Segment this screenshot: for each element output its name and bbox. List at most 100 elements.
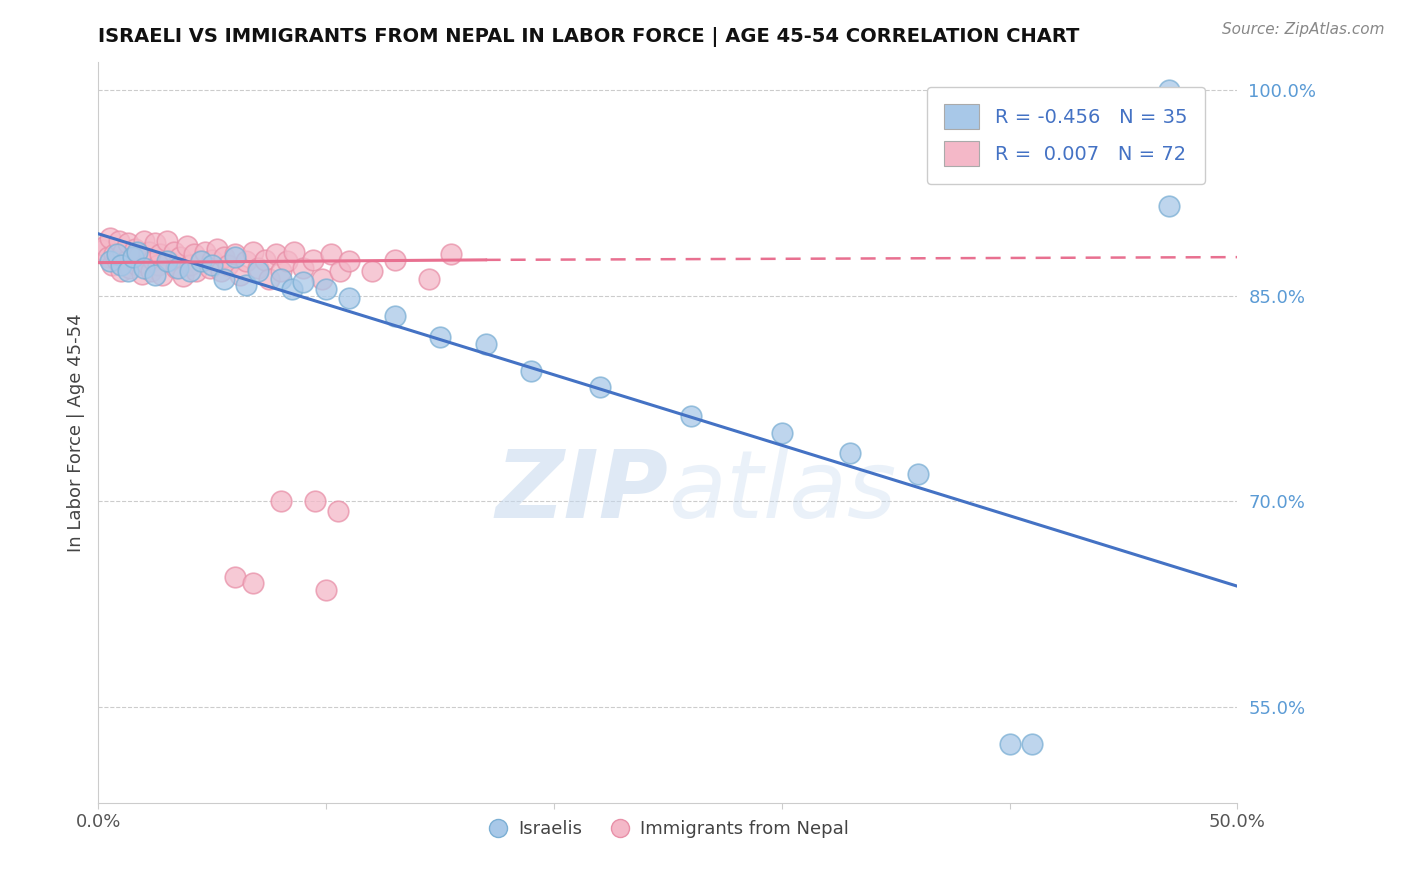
Point (679, 409, 702, 424)
Point (337, 254, 360, 268)
Point (132, 234, 155, 248)
Text: ISRAELI VS IMMIGRANTS FROM NEPAL IN LABOR FORCE | AGE 45-54 CORRELATION CHART: ISRAELI VS IMMIGRANTS FROM NEPAL IN LABO… (98, 27, 1080, 46)
Point (139, 264, 162, 278)
Point (120, 261, 142, 276)
Point (839, 446, 862, 460)
Point (146, 258, 169, 272)
Point (315, 282, 337, 296)
Point (384, 252, 406, 267)
Point (135, 255, 157, 269)
Point (770, 425, 793, 440)
Point (217, 258, 239, 272)
Point (132, 261, 155, 276)
Point (246, 264, 269, 278)
Point (326, 504, 349, 518)
Point (179, 258, 201, 272)
Point (172, 269, 194, 284)
Point (201, 252, 224, 267)
Point (114, 254, 136, 268)
Point (103, 247, 125, 261)
Point (108, 234, 131, 248)
Point (131, 267, 153, 281)
Point (190, 254, 212, 268)
Point (110, 258, 132, 272)
Point (1157, 83, 1180, 97)
Point (183, 247, 205, 261)
Point (105, 247, 128, 261)
Point (205, 242, 228, 256)
Point (259, 272, 281, 286)
Point (474, 336, 496, 351)
Point (283, 244, 305, 259)
Point (270, 272, 292, 286)
Point (169, 250, 191, 264)
Point (121, 250, 143, 264)
Point (98, 254, 121, 268)
Point (588, 380, 610, 394)
Point (1157, 199, 1180, 213)
Point (128, 249, 150, 263)
Point (264, 247, 287, 261)
Point (186, 264, 208, 278)
Point (156, 254, 179, 268)
Point (276, 254, 298, 268)
Point (150, 268, 173, 282)
Point (201, 258, 224, 272)
Point (337, 291, 360, 305)
Point (165, 261, 187, 276)
Point (907, 467, 929, 481)
Point (242, 576, 264, 591)
Point (117, 264, 139, 278)
Point (1021, 737, 1043, 751)
Text: atlas: atlas (668, 446, 896, 537)
Point (304, 494, 326, 508)
Point (319, 247, 342, 261)
Point (142, 252, 165, 267)
Point (235, 254, 257, 268)
Point (91, 244, 114, 258)
Point (179, 264, 201, 278)
Point (270, 494, 292, 508)
Point (384, 309, 406, 323)
Legend: Israelis, Immigrants from Nepal: Israelis, Immigrants from Nepal (479, 814, 856, 846)
Point (110, 264, 132, 278)
Point (190, 254, 212, 268)
Text: ZIP: ZIP (495, 446, 668, 538)
Point (520, 364, 543, 378)
Point (329, 264, 352, 278)
Point (429, 329, 451, 343)
Point (198, 261, 221, 276)
Point (145, 268, 167, 282)
Point (224, 569, 246, 583)
Text: Source: ZipAtlas.com: Source: ZipAtlas.com (1222, 22, 1385, 37)
Point (281, 282, 304, 296)
Point (440, 247, 463, 261)
Point (998, 737, 1021, 751)
Point (127, 258, 149, 272)
Point (167, 261, 190, 276)
Point (292, 275, 315, 289)
Point (246, 261, 269, 276)
Point (224, 247, 246, 261)
Point (360, 264, 382, 278)
Point (98, 231, 121, 245)
Point (176, 239, 198, 253)
Point (212, 272, 235, 286)
Point (124, 242, 146, 256)
Point (138, 244, 160, 259)
Point (127, 244, 149, 259)
Point (117, 236, 139, 251)
Point (228, 268, 250, 282)
Point (101, 258, 124, 272)
Point (292, 261, 315, 276)
Point (242, 244, 264, 259)
Point (149, 247, 172, 261)
Point (162, 244, 184, 259)
Point (253, 252, 276, 267)
Point (209, 264, 232, 278)
Y-axis label: In Labor Force | Age 45-54: In Labor Force | Age 45-54 (66, 313, 84, 552)
Point (157, 254, 180, 268)
Point (96, 250, 118, 264)
Point (94, 239, 117, 253)
Point (121, 250, 143, 264)
